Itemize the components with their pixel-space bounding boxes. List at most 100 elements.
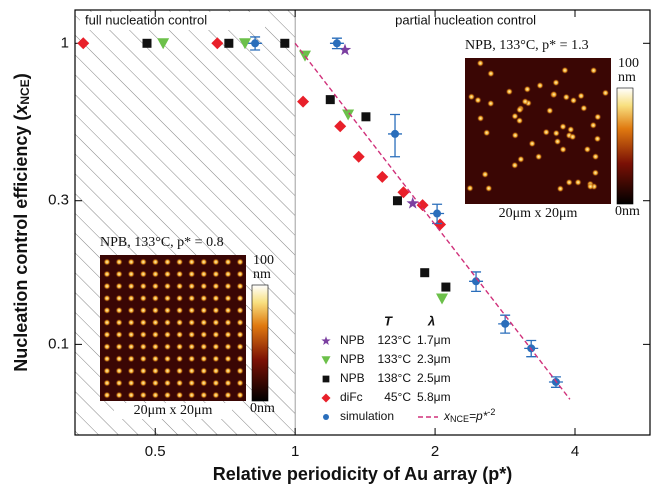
- marker-diamond: [353, 151, 365, 163]
- marker-diamond: [376, 171, 388, 183]
- x-tick-label: 4: [571, 443, 579, 460]
- afm-dot: [524, 86, 531, 93]
- afm-dot: [152, 392, 159, 399]
- afm-dot: [128, 307, 135, 314]
- afm-dot: [188, 271, 195, 278]
- marker-circle: [433, 210, 441, 218]
- afm-dot: [584, 146, 591, 153]
- afm-dot: [224, 307, 231, 314]
- marker-diamond: [334, 120, 346, 132]
- afm-dot: [224, 379, 231, 386]
- afm-dot: [237, 367, 244, 374]
- legend-temp: 45°C: [384, 390, 411, 404]
- afm-dot: [200, 258, 207, 265]
- afm-dot: [152, 331, 159, 338]
- afm-dot: [176, 355, 183, 362]
- afm-dot: [103, 343, 110, 350]
- afm-dot: [594, 113, 601, 120]
- marker-star: [339, 44, 351, 56]
- afm-dot: [103, 258, 110, 265]
- afm-dot: [602, 89, 609, 96]
- afm-dot: [128, 271, 135, 278]
- afm-dot: [188, 283, 195, 290]
- afm-dot: [188, 331, 195, 338]
- legend-header: λ: [427, 313, 435, 328]
- afm-dot: [580, 105, 587, 112]
- afm-dot: [176, 367, 183, 374]
- legend-label: diFc: [340, 390, 363, 404]
- afm-dot: [152, 379, 159, 386]
- y-label-part: NCE: [18, 79, 32, 104]
- afm-dot: [482, 171, 489, 178]
- afm-dot: [152, 355, 159, 362]
- afm-dot: [237, 379, 244, 386]
- afm-dot: [103, 283, 110, 290]
- afm-dot: [116, 271, 123, 278]
- page: {"chart_data":{"type":"scatter","log_x":…: [0, 0, 657, 491]
- afm-dot: [237, 307, 244, 314]
- afm-dot: [116, 355, 123, 362]
- afm-dot: [224, 343, 231, 350]
- afm-dot: [506, 88, 513, 95]
- afm-dot: [164, 271, 171, 278]
- afm-dot: [140, 367, 147, 374]
- afm-dot: [176, 392, 183, 399]
- afm-dot: [574, 179, 581, 186]
- marker-square: [420, 268, 429, 277]
- y-label-part: ): [11, 73, 31, 79]
- afm-dot: [237, 319, 244, 326]
- afm-dot: [212, 319, 219, 326]
- afm-dot: [592, 169, 599, 176]
- afm-dot: [164, 307, 171, 314]
- legend-temp: 123°C: [378, 333, 412, 347]
- afm-dot: [550, 91, 557, 98]
- afm-dot: [559, 146, 566, 153]
- afm-dot: [466, 185, 473, 192]
- afm-dot: [188, 355, 195, 362]
- afm-dot: [512, 132, 519, 139]
- afm-dot: [224, 331, 231, 338]
- afm-dot: [176, 271, 183, 278]
- legend-header: T: [384, 313, 393, 328]
- afm-dot: [587, 183, 594, 190]
- marker-triangle: [436, 294, 448, 305]
- afm-dot: [116, 319, 123, 326]
- legend-temp: 138°C: [378, 371, 412, 385]
- afm-dot: [176, 343, 183, 350]
- marker-star: [407, 197, 419, 209]
- afm-dot: [188, 307, 195, 314]
- afm-dot: [237, 343, 244, 350]
- afm-dot: [140, 331, 147, 338]
- afm-dot: [224, 392, 231, 399]
- marker-square: [142, 39, 151, 48]
- afm-dot: [128, 367, 135, 374]
- legend-label-part: NCE: [450, 414, 469, 424]
- afm-dot: [128, 343, 135, 350]
- afm-dot: [116, 331, 123, 338]
- afm-dot: [546, 107, 553, 114]
- marker-circle: [501, 320, 509, 328]
- afm-dot: [103, 271, 110, 278]
- afm-dot: [116, 379, 123, 386]
- afm-dot: [237, 295, 244, 302]
- afm-dot: [237, 271, 244, 278]
- legend-temp: 133°C: [378, 352, 412, 366]
- afm-dot: [103, 319, 110, 326]
- marker-star: [321, 336, 330, 345]
- afm-dot: [553, 130, 560, 137]
- afm-dot: [164, 258, 171, 265]
- marker-circle: [333, 39, 341, 47]
- afm-dot: [566, 179, 573, 186]
- marker-diamond: [297, 96, 309, 108]
- afm-dot: [212, 283, 219, 290]
- colorbar-min: 0nm: [250, 401, 275, 416]
- afm-dot: [140, 271, 147, 278]
- afm-dot: [152, 319, 159, 326]
- afm-dot: [592, 153, 599, 160]
- colorbar-unit: nm: [618, 70, 636, 85]
- legend-label: simulation: [340, 409, 394, 423]
- marker-circle: [323, 414, 329, 420]
- afm-dot: [188, 258, 195, 265]
- afm-dot: [140, 319, 147, 326]
- marker-square: [441, 283, 450, 292]
